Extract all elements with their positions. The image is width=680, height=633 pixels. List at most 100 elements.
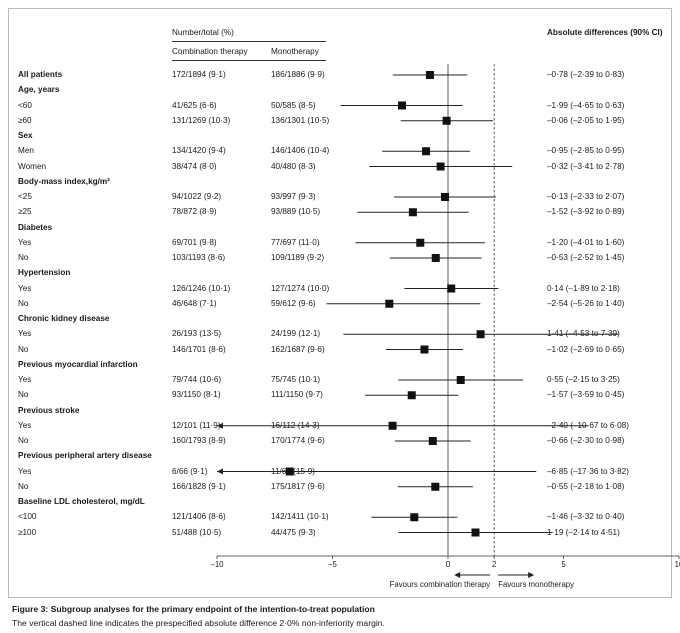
combination-value: 134/1420 (9·4): [172, 146, 226, 156]
subgroup-heading: Chronic kidney disease: [18, 314, 110, 323]
monotherapy-value: 59/612 (9·6): [271, 298, 316, 308]
difference-value: –0·06 (–2·05 to 1·95): [547, 115, 625, 125]
monotherapy-value: 175/1817 (9·6): [271, 481, 325, 491]
subgroup-label: Yes: [18, 420, 32, 430]
favours-left-arrowhead: [454, 572, 461, 578]
subgroup-heading: Sex: [18, 131, 33, 140]
subgroup-label: <100: [18, 512, 37, 522]
monotherapy-value: 136/1301 (10·5): [271, 115, 330, 125]
figure-title: Subgroup analyses for the primary endpoi…: [48, 604, 375, 614]
combination-value: 79/744 (10·6): [172, 375, 222, 384]
point-estimate: [436, 162, 445, 171]
subgroup-label: No: [18, 298, 29, 308]
monotherapy-value: 75/745 (10·1): [271, 375, 321, 384]
combination-value: 6/66 (9·1): [172, 466, 208, 476]
subgroup-label: Women: [18, 161, 47, 171]
subgroup-label: No: [18, 344, 29, 354]
figure-frame: [8, 8, 672, 598]
point-estimate: [385, 299, 394, 308]
difference-value: –2·54 (–5·26 to 1·40): [547, 298, 625, 308]
subgroup-label: <60: [18, 100, 32, 110]
subgroup-label: Men: [18, 146, 34, 156]
difference-value: 0·55 (–2·15 to 3·25): [547, 375, 620, 384]
monotherapy-value: 77/697 (11·0): [271, 237, 320, 247]
point-estimate: [407, 391, 416, 400]
combination-value: 131/1269 (10·3): [172, 115, 231, 125]
subgroup-heading: Diabetes: [18, 222, 53, 232]
monotherapy-value: 109/1189 (9·2): [271, 253, 325, 262]
subgroup-heading: Body-mass index,kg/m²: [18, 176, 110, 186]
monotherapy-value: 40/480 (8·3): [271, 161, 316, 171]
point-estimate: [442, 116, 451, 125]
subgroup-label: Yes: [18, 375, 32, 384]
ci-arrowhead: [217, 422, 223, 429]
point-estimate: [408, 208, 417, 217]
point-estimate: [416, 238, 425, 247]
point-estimate: [425, 71, 434, 79]
difference-value: –0·78 (–2·39 to 0·83): [547, 70, 625, 79]
x-tick-label: –5: [328, 560, 337, 569]
subgroup-label: No: [18, 436, 29, 445]
point-estimate: [398, 101, 407, 110]
combination-value: 146/1701 (8·6): [172, 344, 226, 354]
difference-value: –6·85 (–17·36 to 3·82): [547, 466, 629, 476]
column-header-differences: Absolute differences (90% CI): [547, 28, 663, 37]
point-estimate: [410, 513, 419, 522]
column-header-combination: Combination therapy: [172, 47, 248, 56]
monotherapy-value: 44/475 (9·3): [271, 527, 316, 537]
difference-value: –0·53 (–2·52 to 1·45): [547, 253, 625, 262]
subgroup-label: ≥60: [18, 115, 32, 125]
combination-value: 78/872 (8·9): [172, 207, 217, 217]
monotherapy-value: 146/1406 (10·4): [271, 146, 330, 156]
header-rule: [172, 60, 326, 61]
ci-arrowhead: [217, 468, 223, 475]
x-tick-label: –10: [210, 560, 224, 569]
difference-value: 0·14 (–1·89 to 2·18): [547, 283, 620, 293]
subgroup-label: No: [18, 253, 29, 262]
favours-right-arrowhead: [528, 572, 535, 578]
difference-value: –0·55 (–2·18 to 1·08): [547, 481, 625, 491]
combination-value: 26/193 (13·5): [172, 329, 222, 339]
subgroup-label: Yes: [18, 329, 32, 339]
subgroup-heading: Baseline LDL cholesterol, mg/dL: [18, 497, 145, 506]
combination-value: 160/1793 (8·9): [172, 436, 226, 445]
subgroup-heading: All patients: [18, 70, 63, 79]
favours-right-label: Favours monotherapy: [498, 580, 574, 589]
subgroup-label: No: [18, 481, 29, 491]
combination-value: 121/1406 (8·6): [172, 512, 226, 522]
combination-value: 51/488 (10·5): [172, 527, 222, 537]
combination-value: 46/648 (7·1): [172, 298, 217, 308]
subgroup-label: Yes: [18, 466, 32, 476]
combination-value: 94/1022 (9·2): [172, 192, 222, 201]
point-estimate: [388, 421, 397, 430]
difference-value: –2·40 (–10·67 to 6·08): [547, 420, 629, 430]
combination-value: 103/1193 (8·6): [172, 253, 226, 262]
combination-value: 38/474 (8·0): [172, 161, 217, 171]
monotherapy-value: 186/1886 (9·9): [271, 70, 325, 79]
monotherapy-value: 162/1687 (9·6): [271, 344, 325, 354]
subgroup-label: Yes: [18, 237, 32, 247]
difference-value: –0·32 (–3·41 to 2·78): [547, 161, 625, 171]
difference-value: 1·19 (–2·14 to 4·51): [547, 527, 620, 537]
subgroup-heading: Previous peripheral artery disease: [18, 451, 152, 461]
difference-value: –0·95 (–2·85 to 0·95): [547, 146, 625, 156]
monotherapy-value: 24/199 (12·1): [271, 329, 321, 339]
monotherapy-value: 93/889 (10·5): [271, 207, 321, 217]
header-underline: [172, 41, 326, 42]
combination-value: 172/1894 (9·1): [172, 70, 226, 79]
subgroup-label: ≥25: [18, 207, 32, 217]
figure-note: The vertical dashed line indicates the p…: [12, 618, 385, 628]
difference-value: –0·66 (–2·30 to 0·98): [547, 436, 625, 445]
favours-left-label: Favours combination therapy: [390, 580, 491, 589]
combination-value: 69/701 (9·8): [172, 237, 217, 247]
point-estimate: [420, 345, 429, 354]
point-estimate: [476, 330, 485, 339]
difference-value: –1·02 (–2·69 to 0·65): [547, 344, 625, 354]
subgroup-label: <25: [18, 192, 32, 201]
difference-value: –0·13 (–2·33 to 2·07): [547, 192, 625, 201]
difference-value: 1·41 (–4·53 to 7·39): [547, 329, 620, 339]
point-estimate: [285, 467, 294, 476]
subgroup-label: No: [18, 390, 29, 400]
point-estimate: [447, 284, 456, 293]
difference-value: –1·46 (–3·32 to 0·40): [547, 512, 625, 522]
